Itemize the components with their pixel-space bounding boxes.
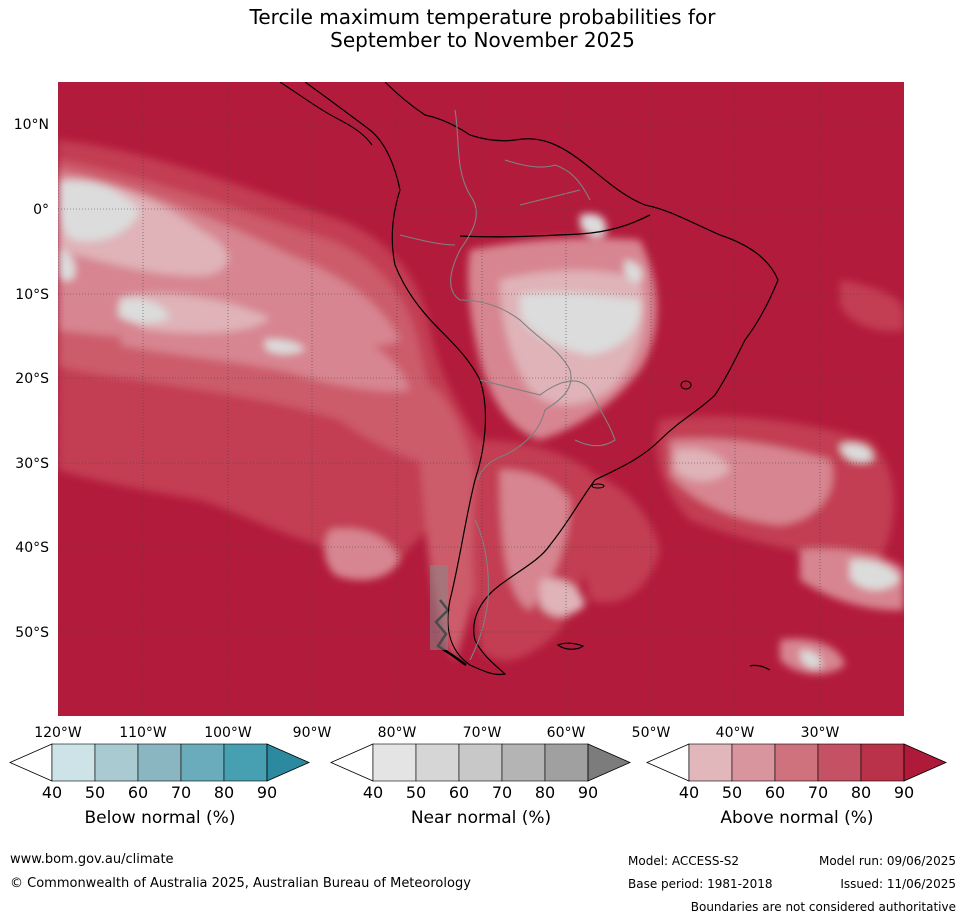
colorbar-tick-label: 70 <box>808 783 828 802</box>
issued-text: Issued: 11/06/2025 <box>840 877 956 891</box>
colorbar-segment <box>817 743 862 782</box>
lat-label: 40°S <box>15 540 49 556</box>
lon-label: 70°W <box>463 725 502 741</box>
colorbar-tick-label: 90 <box>578 783 598 802</box>
colorbar-tick-label: 80 <box>535 783 555 802</box>
probability-contours <box>58 140 904 675</box>
colorbar-segment <box>458 743 503 782</box>
colorbar-segment <box>860 743 905 782</box>
gridlines <box>58 82 904 716</box>
colorbar-arrow-low <box>646 743 690 782</box>
colorbar-tick-label: 90 <box>894 783 914 802</box>
colorbar-tick-label: 50 <box>85 783 105 802</box>
country-borders <box>399 109 616 661</box>
colorbar-segment <box>180 743 225 782</box>
lake <box>591 483 605 489</box>
lat-label: 30°S <box>15 456 49 472</box>
above-normal-label: Above normal (%) <box>720 808 874 828</box>
colorbar-segment <box>372 743 417 782</box>
lat-label: 10°N <box>14 117 49 133</box>
model-run-text: Model run: 09/06/2025 <box>818 854 956 868</box>
colorbar-tick-label: 50 <box>406 783 426 802</box>
colorbar-segment <box>731 743 776 782</box>
colorbar-segment <box>94 743 139 782</box>
colorbar-tick-label: 80 <box>851 783 871 802</box>
colorbar-tick-label: 40 <box>679 783 699 802</box>
lon-label: 80°W <box>378 725 417 741</box>
colorbar-arrow-high <box>266 743 310 782</box>
colorbar-tick-label: 80 <box>214 783 234 802</box>
lat-label: 50°S <box>15 625 49 641</box>
colorbar-tick-label: 70 <box>171 783 191 802</box>
near-normal-label: Near normal (%) <box>410 808 552 828</box>
colorbar-tick-label: 60 <box>449 783 469 802</box>
colorbar-tick-label: 90 <box>257 783 277 802</box>
colorbar-arrow-low <box>9 743 53 782</box>
lon-label: 100°W <box>204 725 252 741</box>
colorbar-tick-label: 60 <box>765 783 785 802</box>
colorbar-tick-label: 40 <box>363 783 383 802</box>
longitude-labels: 120°W 110°W 100°W 90°W 80°W 70°W 60°W 50… <box>34 725 839 741</box>
near-normal-colorbar: 40 50 60 70 80 90 <box>330 743 631 802</box>
lon-label: 110°W <box>119 725 167 741</box>
colorbar-segment <box>501 743 546 782</box>
lat-label: 10°S <box>15 287 49 303</box>
lon-label: 90°W <box>293 725 332 741</box>
below-normal-colorbar: 40 50 60 70 80 90 <box>9 743 310 802</box>
lon-label: 120°W <box>34 725 82 741</box>
above-normal-colorbar: 40 50 60 70 80 90 <box>646 743 947 802</box>
colorbar-tick-label: 40 <box>42 783 62 802</box>
colorbar-segment <box>223 743 268 782</box>
lon-label: 30°W <box>801 725 840 741</box>
colorbar-segment <box>415 743 460 782</box>
lon-label: 40°W <box>716 725 755 741</box>
colorbar-arrow-high <box>587 743 631 782</box>
lon-label: 50°W <box>632 725 671 741</box>
map-field <box>58 82 904 716</box>
colorbar-segment <box>51 743 96 782</box>
colorbar-tick-label: 70 <box>492 783 512 802</box>
lon-label: 60°W <box>547 725 586 741</box>
lat-label: 0° <box>33 202 49 218</box>
colorbar-arrow-high <box>903 743 947 782</box>
copyright-text: © Commonwealth of Australia 2025, Austra… <box>10 876 471 891</box>
colorbars: 40 50 60 70 80 90 40 50 60 70 80 90 40 50 60 70 80 90 <box>9 743 947 802</box>
falkland-islands <box>556 642 585 650</box>
lat-label: 20°S <box>15 371 49 387</box>
disclaimer-text: Boundaries are not considered authoritat… <box>690 900 956 914</box>
colorbar-segment <box>137 743 182 782</box>
base-period-text: Base period: 1981-2018 <box>628 877 773 891</box>
model-text: Model: ACCESS-S2 <box>628 854 740 868</box>
colorbar-segment <box>544 743 589 782</box>
below-normal-label: Below normal (%) <box>84 808 236 828</box>
colorbar-tick-label: 50 <box>722 783 742 802</box>
chart-title-line2: September to November 2025 <box>330 28 635 52</box>
coastline <box>304 82 779 676</box>
website-text: www.bom.gov.au/climate <box>10 852 174 867</box>
coastline-central-america <box>279 82 373 146</box>
latitude-labels: 10°N 0° 10°S 20°S 30°S 40°S 50°S <box>14 117 49 641</box>
colorbar-segment <box>688 743 733 782</box>
colorbar-arrow-low <box>330 743 374 782</box>
chart-title-line1: Tercile maximum temperature probabilitie… <box>249 5 716 29</box>
south-georgia <box>749 664 771 671</box>
colorbar-segment <box>774 743 819 782</box>
amazon-river <box>459 214 651 238</box>
colorbar-tick-label: 60 <box>128 783 148 802</box>
lake <box>680 380 692 390</box>
chile-grey-patch <box>430 565 448 650</box>
